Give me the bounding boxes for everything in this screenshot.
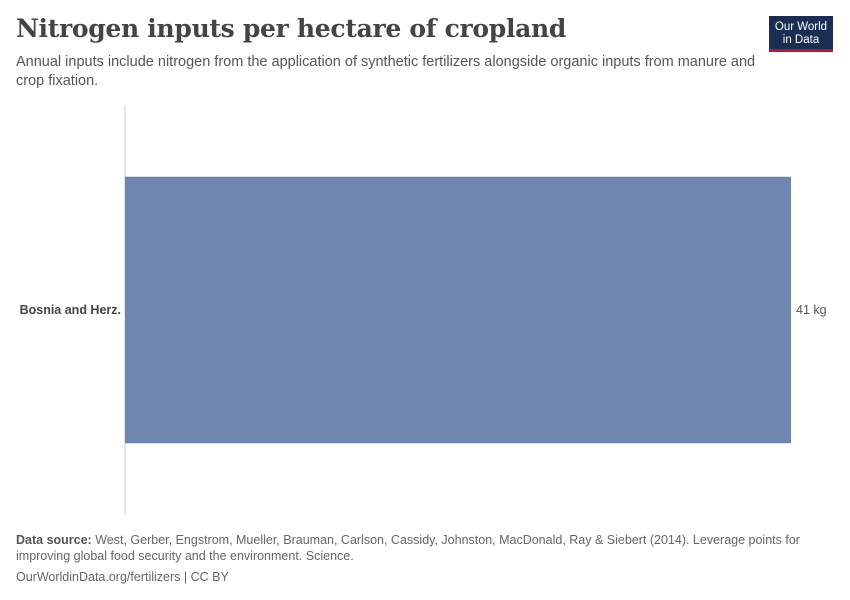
chart-title: Nitrogen inputs per hectare of cropland <box>16 14 567 43</box>
source-label: Data source: <box>16 533 92 547</box>
chart-subtitle: Annual inputs include nitrogen from the … <box>16 54 756 89</box>
footer-url-link[interactable]: OurWorldinData.org/fertilizers | CC BY <box>16 570 229 584</box>
logo-line-2: in Data <box>782 34 820 46</box>
source-text: West, Gerber, Engstrom, Mueller, Brauman… <box>16 533 800 563</box>
bar[interactable] <box>125 176 791 444</box>
value-label: 41 kg <box>796 303 827 317</box>
data-source-note: Data source: West, Gerber, Engstrom, Mue… <box>16 532 806 564</box>
owid-logo[interactable]: Our World in Data <box>769 16 833 52</box>
category-label: Bosnia and Herz. <box>20 303 121 317</box>
logo-line-1: Our World <box>774 21 828 33</box>
